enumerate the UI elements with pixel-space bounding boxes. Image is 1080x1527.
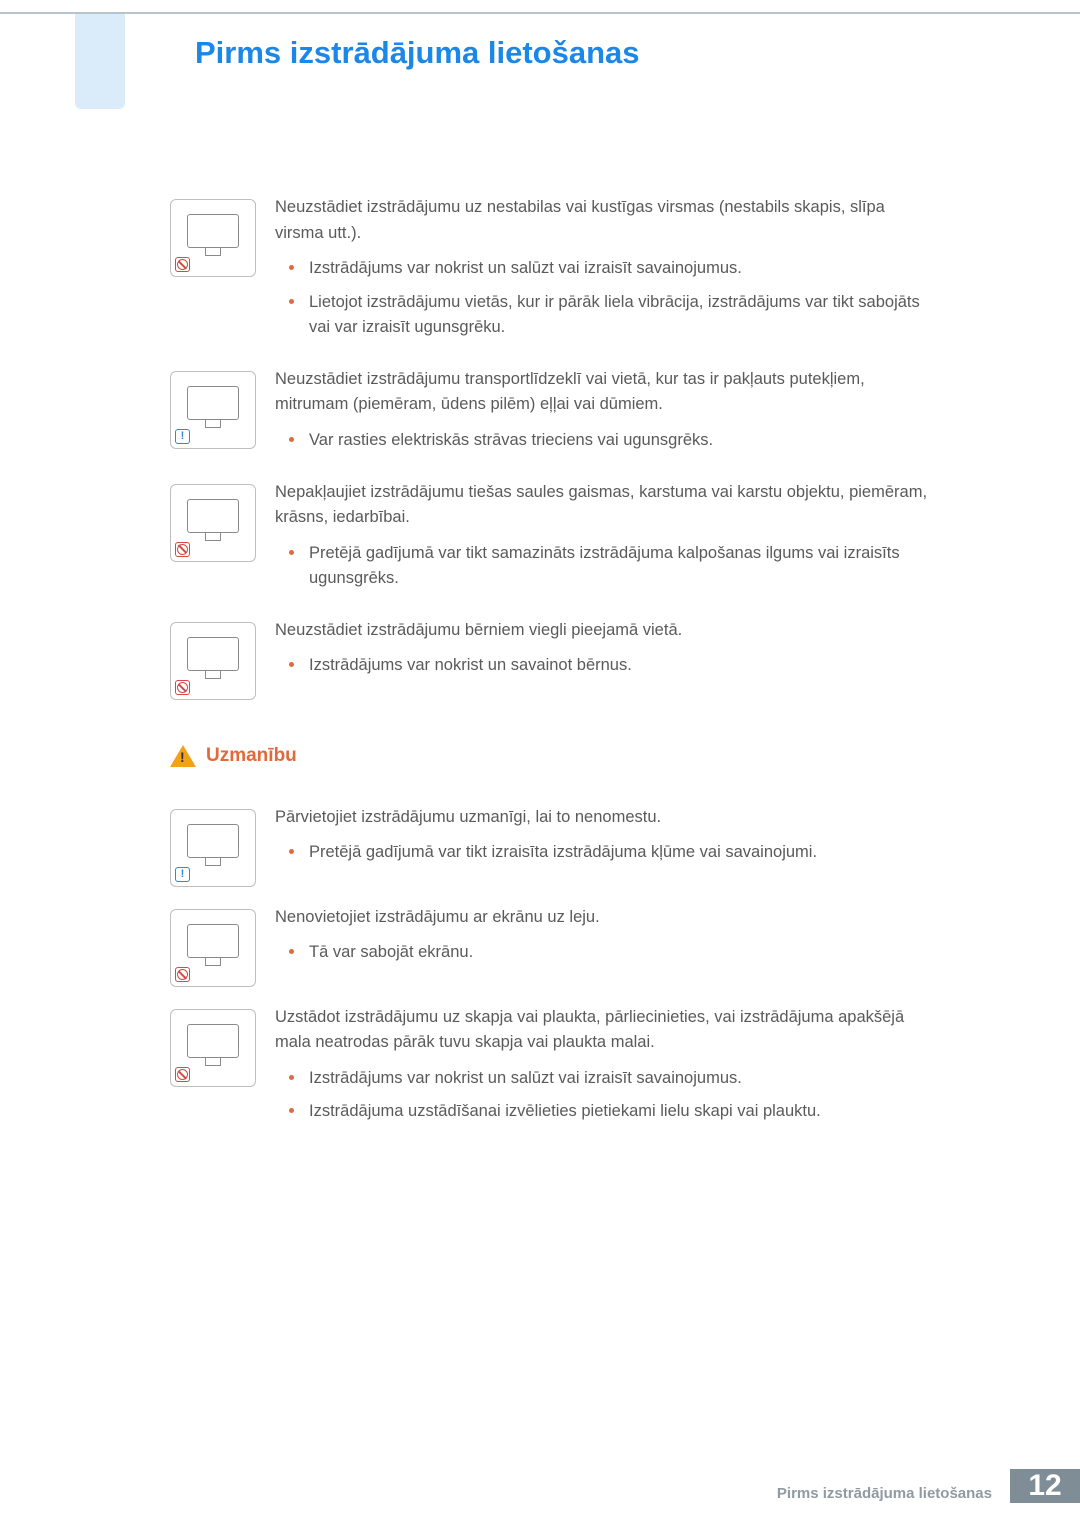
instruction-bullets: Pretējā gadījumā var tikt samazināts izs… bbox=[275, 541, 930, 592]
chapter-tab bbox=[75, 14, 125, 109]
instruction-lead: Neuzstādiet izstrādājumu uz nestabilas v… bbox=[275, 195, 930, 246]
illustration-placeholder bbox=[170, 484, 256, 562]
prohibit-badge-icon bbox=[175, 542, 190, 557]
prohibit-badge-icon bbox=[175, 967, 190, 982]
page-title: Pirms izstrādājuma lietošanas bbox=[195, 35, 640, 71]
instruction-bullet: Pretējā gadījumā var tikt samazināts izs… bbox=[309, 541, 930, 592]
instruction-bullets: Izstrādājums var nokrist un savainot bēr… bbox=[275, 653, 930, 679]
illustration-placeholder bbox=[170, 199, 256, 277]
illustration-cell: ! bbox=[170, 367, 275, 449]
instruction-bullet: Tā var sabojāt ekrānu. bbox=[309, 940, 930, 966]
warning-triangle-icon bbox=[170, 745, 196, 767]
instruction-bullet: Var rasties elektriskās strāvas triecien… bbox=[309, 428, 930, 454]
instruction-lead: Nenovietojiet izstrādājumu ar ekrānu uz … bbox=[275, 905, 930, 931]
instruction-lead: Nepakļaujiet izstrādājumu tiešas saules … bbox=[275, 480, 930, 531]
instruction-text: Neuzstādiet izstrādājumu uz nestabilas v… bbox=[275, 195, 930, 349]
instruction-lead: Neuzstādiet izstrādājumu bērniem viegli … bbox=[275, 618, 930, 644]
illustration-cell bbox=[170, 480, 275, 562]
warnings-row: Neuzstādiet izstrādājumu uz nestabilas v… bbox=[170, 195, 930, 349]
instruction-text: Pārvietojiet izstrādājumu uzmanīgi, lai … bbox=[275, 805, 930, 874]
illustration-cell: ! bbox=[170, 805, 275, 887]
content-area: Neuzstādiet izstrādājumu uz nestabilas v… bbox=[170, 195, 930, 1151]
illustration-cell bbox=[170, 1005, 275, 1087]
instruction-text: Nenovietojiet izstrādājumu ar ekrānu uz … bbox=[275, 905, 930, 974]
cautions-row: ! Pārvietojiet izstrādājumu uzmanīgi, lai… bbox=[170, 805, 930, 887]
illustration-placeholder bbox=[170, 622, 256, 700]
instruction-text: Neuzstādiet izstrādājumu bērniem viegli … bbox=[275, 618, 930, 687]
instruction-lead: Pārvietojiet izstrādājumu uzmanīgi, lai … bbox=[275, 805, 930, 831]
instruction-bullet: Lietojot izstrādājumu vietās, kur ir pār… bbox=[309, 290, 930, 341]
illustration-cell bbox=[170, 195, 275, 277]
info-badge-icon: ! bbox=[175, 867, 190, 882]
instruction-bullet: Izstrādājums var nokrist un salūzt vai i… bbox=[309, 256, 930, 282]
prohibit-badge-icon bbox=[175, 1067, 190, 1082]
illustration-cell bbox=[170, 905, 275, 987]
illustration-placeholder bbox=[170, 909, 256, 987]
illustration-placeholder bbox=[170, 1009, 256, 1087]
warnings-row: Nepakļaujiet izstrādājumu tiešas saules … bbox=[170, 480, 930, 600]
instruction-bullets: Tā var sabojāt ekrānu. bbox=[275, 940, 930, 966]
warnings-row: ! Neuzstādiet izstrādājumu transportlīdze… bbox=[170, 367, 930, 462]
instruction-bullets: Pretējā gadījumā var tikt izraisīta izst… bbox=[275, 840, 930, 866]
cautions-row: Uzstādot izstrādājumu uz skapja vai plau… bbox=[170, 1005, 930, 1133]
page-number: 12 bbox=[1010, 1469, 1080, 1503]
prohibit-badge-icon bbox=[175, 680, 190, 695]
illustration-placeholder: ! bbox=[170, 371, 256, 449]
caution-heading: Uzmanību bbox=[170, 745, 930, 767]
cautions-row: Nenovietojiet izstrādājumu ar ekrānu uz … bbox=[170, 905, 930, 987]
caution-label: Uzmanību bbox=[206, 745, 297, 767]
page-footer: Pirms izstrādājuma lietošanas 12 bbox=[777, 1469, 1080, 1503]
top-rule bbox=[0, 12, 1080, 14]
instruction-lead: Neuzstādiet izstrādājumu transportlīdzek… bbox=[275, 367, 930, 418]
instruction-lead: Uzstādot izstrādājumu uz skapja vai plau… bbox=[275, 1005, 930, 1056]
instruction-bullet: Izstrādājums var nokrist un salūzt vai i… bbox=[309, 1066, 930, 1092]
footer-section-title: Pirms izstrādājuma lietošanas bbox=[777, 1469, 1010, 1503]
instruction-bullets: Var rasties elektriskās strāvas triecien… bbox=[275, 428, 930, 454]
instruction-bullets: Izstrādājums var nokrist un salūzt vai i… bbox=[275, 1066, 930, 1125]
instruction-text: Neuzstādiet izstrādājumu transportlīdzek… bbox=[275, 367, 930, 462]
instruction-bullet: Izstrādājums var nokrist un savainot bēr… bbox=[309, 653, 930, 679]
instruction-bullet: Izstrādājuma uzstādīšanai izvēlieties pi… bbox=[309, 1099, 930, 1125]
instruction-bullets: Izstrādājums var nokrist un salūzt vai i… bbox=[275, 256, 930, 341]
illustration-placeholder: ! bbox=[170, 809, 256, 887]
instruction-bullet: Pretējā gadījumā var tikt izraisīta izst… bbox=[309, 840, 930, 866]
instruction-text: Uzstādot izstrādājumu uz skapja vai plau… bbox=[275, 1005, 930, 1133]
info-badge-icon: ! bbox=[175, 429, 190, 444]
illustration-cell bbox=[170, 618, 275, 700]
prohibit-badge-icon bbox=[175, 257, 190, 272]
instruction-text: Nepakļaujiet izstrādājumu tiešas saules … bbox=[275, 480, 930, 600]
warnings-row: Neuzstādiet izstrādājumu bērniem viegli … bbox=[170, 618, 930, 700]
